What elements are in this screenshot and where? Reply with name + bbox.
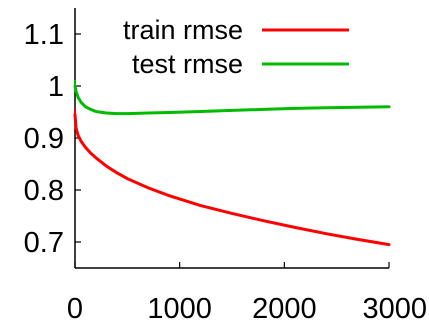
plot-area: [73, 80, 391, 247]
legend: train rmse test rmse: [123, 15, 349, 79]
x-tick-label: 3000: [362, 293, 427, 325]
legend-label: test rmse: [132, 49, 243, 79]
y-tick-label: 0.8: [24, 175, 64, 207]
y-tick-label: 1.1: [24, 19, 64, 51]
x-tick-label: 0: [67, 293, 83, 325]
legend-label: train rmse: [123, 15, 243, 45]
y-tick-label: 0.9: [24, 123, 64, 155]
tick-labels: 0.7 0.8 0.9 1 1.1 0 1000 2000 3000: [24, 19, 427, 325]
x-tick-label: 1000: [147, 293, 212, 325]
series-line-test-rmse: [73, 84, 391, 116]
x-tick-label: 2000: [252, 293, 317, 325]
axes: [74, 8, 390, 269]
y-tick-label: 0.7: [24, 227, 64, 259]
y-tick-label: 1: [48, 71, 64, 103]
series-line-train-rmse: [73, 113, 391, 247]
